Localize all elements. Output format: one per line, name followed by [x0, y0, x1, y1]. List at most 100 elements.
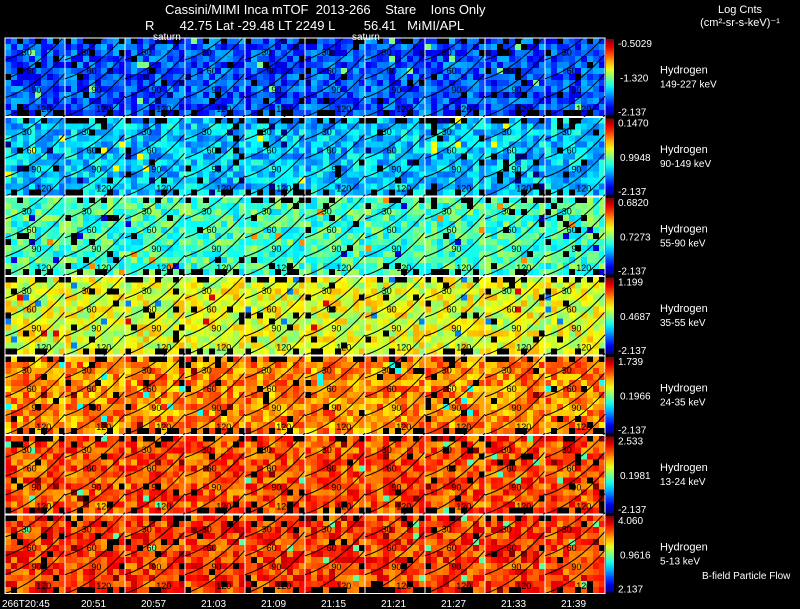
heatmap-cell: [17, 189, 23, 196]
heatmap-cell: [509, 312, 515, 319]
heatmap-cell: [395, 330, 401, 337]
heatmap-cell: [395, 86, 401, 92]
heatmap-cell: [251, 177, 257, 184]
heatmap-cell: [383, 159, 389, 166]
heatmap-cell: [251, 239, 257, 245]
heatmap-cell: [101, 294, 107, 301]
heatmap-cell: [365, 44, 371, 50]
heatmap-cell: [371, 56, 377, 62]
heatmap-cell: [401, 318, 407, 325]
heatmap-cell: [287, 203, 293, 209]
heatmap-cell: [311, 129, 317, 136]
heatmap-cell: [473, 300, 479, 307]
heatmap-cell: [239, 110, 245, 116]
heatmap-cell: [65, 221, 71, 227]
heatmap-cell: [77, 239, 83, 245]
heatmap-cell: [119, 117, 125, 124]
heatmap-cell: [107, 227, 113, 233]
heatmap-cell: [431, 153, 437, 160]
heatmap-cell: [125, 165, 131, 172]
heatmap-cell: [293, 104, 299, 110]
heatmap-cell: [77, 221, 83, 227]
heatmap-cell: [95, 92, 101, 98]
heatmap-cell: [473, 177, 479, 184]
heatmap-cell: [581, 177, 587, 184]
heatmap-cell: [383, 44, 389, 50]
contour-line: [124, 54, 186, 99]
heatmap-cell: [185, 68, 191, 74]
heatmap-cell: [473, 86, 479, 92]
heatmap-cell: [227, 153, 233, 160]
heatmap-cell: [527, 62, 533, 68]
heatmap-cell: [239, 86, 245, 92]
heatmap-cell: [107, 62, 113, 68]
heatmap-cell: [215, 123, 221, 130]
heatmap-cell: [155, 44, 161, 50]
heatmap-cell: [521, 171, 527, 178]
heatmap-cell: [167, 171, 173, 178]
heatmap-cell: [599, 263, 605, 269]
contour-line: [244, 133, 306, 178]
heatmap-cell: [449, 159, 455, 166]
heatmap-cell: [83, 129, 89, 136]
heatmap-cell: [35, 98, 41, 104]
heatmap-cell: [563, 257, 569, 263]
heatmap-cell: [53, 227, 59, 233]
heatmap-cell: [425, 233, 431, 239]
heatmap-cell: [59, 239, 65, 245]
heatmap-cell: [77, 263, 83, 269]
heatmap-cell: [281, 98, 287, 104]
heatmap-cell: [587, 177, 593, 184]
heatmap-cell: [95, 215, 101, 221]
heatmap-cell: [413, 177, 419, 184]
heatmap-cell: [287, 282, 293, 289]
heatmap-cell: [17, 245, 23, 251]
heatmap-cell: [65, 312, 71, 319]
heatmap-cell: [233, 92, 239, 98]
heatmap-cell: [35, 330, 41, 337]
heatmap-cell: [509, 147, 515, 154]
heatmap-cell: [155, 177, 161, 184]
heatmap-cell: [437, 239, 443, 245]
heatmap-cell: [491, 159, 497, 166]
heatmap-cell: [575, 269, 581, 275]
heatmap-cell: [413, 282, 419, 289]
heatmap-cell: [77, 44, 83, 50]
heatmap-cell: [437, 56, 443, 62]
heatmap-cell: [143, 209, 149, 215]
heatmap-cell: [449, 239, 455, 245]
heatmap-cell: [155, 330, 161, 337]
heatmap-cell: [515, 233, 521, 239]
heatmap-cell: [233, 197, 239, 203]
heatmap-cell: [89, 153, 95, 160]
heatmap-cell: [341, 147, 347, 154]
heatmap-cell: [17, 318, 23, 325]
heatmap-cell: [287, 306, 293, 313]
heatmap-cell: [5, 44, 11, 50]
heatmap-cell: [341, 165, 347, 172]
heatmap-cell: [269, 336, 275, 343]
heatmap-cell: [353, 189, 359, 196]
heatmap-cell: [131, 92, 137, 98]
heatmap-cell: [77, 86, 83, 92]
heatmap-cell: [161, 300, 167, 307]
heatmap-cell: [527, 269, 533, 275]
heatmap-cell: [545, 153, 551, 160]
heatmap-cell: [113, 336, 119, 343]
heatmap-cell: [359, 221, 365, 227]
heatmap-cell: [65, 233, 71, 239]
heatmap-cell: [521, 282, 527, 289]
heatmap-cell: [185, 227, 191, 233]
heatmap-cell: [395, 135, 401, 142]
heatmap-cell: [209, 312, 215, 319]
heatmap-cell: [191, 233, 197, 239]
heatmap-cell: [305, 92, 311, 98]
heatmap-cell: [383, 86, 389, 92]
heatmap-cell: [563, 165, 569, 172]
heatmap-cell: [251, 233, 257, 239]
heatmap-cell: [419, 56, 425, 62]
heatmap-cell: [311, 159, 317, 166]
heatmap-cell: [407, 74, 413, 80]
panel-species-label: Hydrogen: [660, 64, 708, 76]
heatmap-cell: [185, 50, 191, 56]
